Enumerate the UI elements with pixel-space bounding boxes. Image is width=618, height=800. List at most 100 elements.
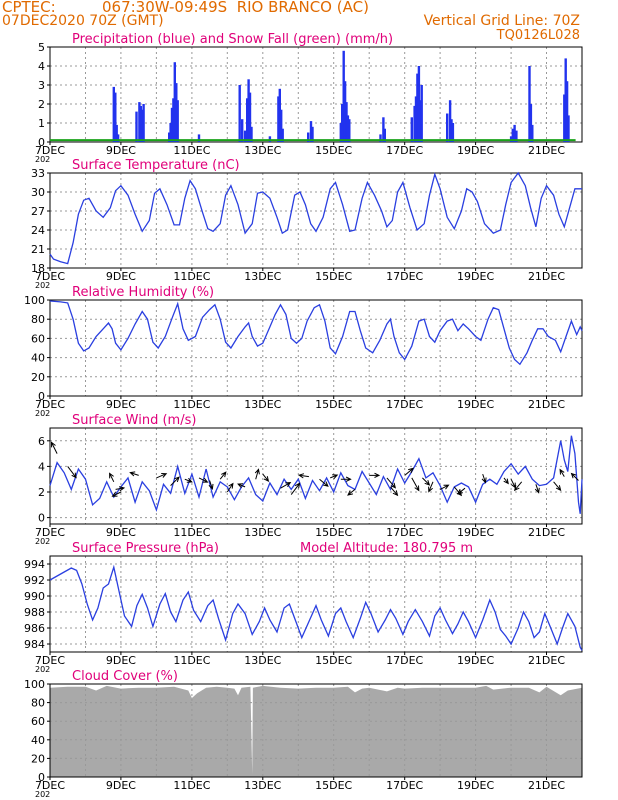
wind-frame <box>49 427 583 525</box>
precip-bar-37 <box>346 115 350 142</box>
temperature-panel: 18 21 24 27 30 33 7DEC 9DEC 11DEC 13DEC 15DEC 17DEC… <box>31 158 583 290</box>
precip-bar-18 <box>241 119 244 142</box>
wind-title: Surface Wind (m/s) <box>72 413 196 428</box>
wind-arrow-37 <box>534 484 540 494</box>
wind-arrow-17 <box>290 482 301 495</box>
temperature-xtick-label-4: 15DEC <box>315 270 352 283</box>
humidity-panel: 0 20 40 60 80 100 7DEC 9DEC 11DEC 13DEC 15DEC 17DEC… <box>24 285 583 418</box>
header-model-code: TQ0126L028 <box>496 28 580 43</box>
precip-bar-30 <box>309 121 313 142</box>
precip-bar-51 <box>450 119 453 142</box>
cloud-ytick-label-1: 20 <box>31 752 45 765</box>
wind-arrow-3 <box>115 486 126 492</box>
precip-bar-17 <box>238 85 241 142</box>
precip-bar-12 <box>172 98 175 142</box>
pressure-xtick-label-4: 15DEC <box>315 654 352 667</box>
wind-arrow-33 <box>481 473 487 484</box>
wind-panel: 0 2 4 6 7DEC 9DEC 11DEC 13DEC 15DEC 17DEC 19DEC 21D… <box>35 413 583 546</box>
precip-bar-43 <box>413 105 416 142</box>
precip-bar-32 <box>339 123 342 142</box>
wind-xtick-label-0: 7DEC <box>35 526 65 539</box>
precip-bar-61 <box>564 58 567 142</box>
wind-arrow-20 <box>330 474 339 480</box>
pressure-ytick-label-0: 984 <box>24 638 45 651</box>
precip-bar-36 <box>345 102 348 142</box>
wind-arrow-35 <box>510 478 516 489</box>
cloud-ytick-label-2: 40 <box>31 734 45 747</box>
wind-arrow-39 <box>559 468 565 477</box>
humidity-ytick-label-3: 60 <box>31 332 45 345</box>
wind-arrow-7 <box>170 476 180 486</box>
temperature-ytick-label-4: 30 <box>31 186 45 199</box>
wind-arrow-10 <box>208 480 214 490</box>
wind-arrow-25 <box>390 486 399 497</box>
wind-xtick-label-5: 17DEC <box>386 526 423 539</box>
temperature-xtick-label-6: 19DEC <box>457 270 494 283</box>
precip-title: Precipitation (blue) and Snow Fall (gree… <box>72 32 393 47</box>
humidity-ytick-label-1: 20 <box>31 371 45 384</box>
precip-bar-6 <box>139 105 142 142</box>
wind-xtick-label-3: 13DEC <box>244 526 281 539</box>
wind-xtick-label-7: 21DEC <box>528 526 565 539</box>
pressure-panel: 984 986 988 990 992 994 7DEC 9DEC 11DEC 13DEC 15DE… <box>24 541 583 674</box>
precip-bar-56 <box>515 130 518 142</box>
temperature-ytick-label-2: 24 <box>31 224 45 237</box>
precip-bar-54 <box>511 128 514 142</box>
precip-bar-3 <box>116 134 120 142</box>
precip-bar-29 <box>307 132 310 142</box>
precip-bar-39 <box>379 134 382 142</box>
wind-ytick-label-1: 2 <box>38 486 45 499</box>
precip-bar-23 <box>250 126 253 142</box>
precip-bar-57 <box>528 66 531 142</box>
temperature-ytick-label-0: 18 <box>31 262 45 275</box>
pressure-series-line <box>49 564 583 651</box>
precip-xtick-label-6: 19DEC <box>457 144 494 157</box>
temperature-ytick-label-5: 33 <box>31 167 45 180</box>
precip-bar-20 <box>246 98 249 142</box>
temperature-xtick-label-3: 13DEC <box>244 270 281 283</box>
precip-bar-59 <box>531 124 534 142</box>
wind-arrow-34 <box>503 477 509 485</box>
precip-ytick-label-5: 5 <box>38 41 45 54</box>
precip-xtick-label-3: 13DEC <box>244 144 281 157</box>
precip-bar-19 <box>243 130 247 142</box>
precip-bar-49 <box>446 113 449 142</box>
precip-bar-55 <box>513 124 516 142</box>
temperature-ytick-label-3: 27 <box>31 205 45 218</box>
wind-arrow-24 <box>386 477 397 489</box>
pressure-annotation: Model Altitude: 180.795 m <box>300 541 473 556</box>
precip-bar-44 <box>414 96 418 142</box>
humidity-xtick-label-7: 21DEC <box>528 398 565 411</box>
wind-arrow-6 <box>156 473 168 479</box>
precip-bar-14 <box>175 83 178 142</box>
wind-arrow-9 <box>198 477 209 483</box>
wind-arrow-12 <box>226 482 234 493</box>
humidity-xtick-label-1: 9DEC <box>106 398 136 411</box>
cloud-year-suffix: 202 <box>35 790 50 799</box>
precip-xtick-label-1: 9DEC <box>106 144 136 157</box>
cloud-xtick-label-1: 9DEC <box>106 779 136 792</box>
wind-arrow-13 <box>237 483 246 489</box>
pressure-title: Surface Pressure (hPa) <box>72 541 219 556</box>
precip-bar-40 <box>382 117 385 142</box>
pressure-ytick-label-4: 992 <box>24 574 45 587</box>
cloud-panel: 0 20 40 60 80 100 7DEC 9DEC 11DEC 13DEC 15DEC 17DEC… <box>24 669 583 799</box>
cloud-title: Cloud Cover (%) <box>72 669 178 684</box>
precip-year-suffix: 202 <box>35 155 50 164</box>
temperature-frame <box>49 172 583 269</box>
precip-xtick-label-5: 17DEC <box>386 144 423 157</box>
precip-bar-38 <box>348 119 351 142</box>
wind-arrow-28 <box>422 477 431 486</box>
wind-arrow-22 <box>347 489 356 496</box>
wind-xtick-label-6: 19DEC <box>457 526 494 539</box>
wind-arrow-18 <box>297 473 309 479</box>
precip-bar-45 <box>416 73 419 142</box>
wind-arrow-15 <box>262 473 270 483</box>
wind-arrow-23 <box>369 472 381 478</box>
humidity-ytick-label-0: 0 <box>38 390 45 403</box>
cloud-xtick-label-3: 13DEC <box>244 779 281 792</box>
precip-xtick-label-7: 21DEC <box>528 144 565 157</box>
precip-bar-13 <box>173 62 176 143</box>
wind-arrow-5 <box>129 471 139 477</box>
precip-bar-50 <box>448 100 452 142</box>
